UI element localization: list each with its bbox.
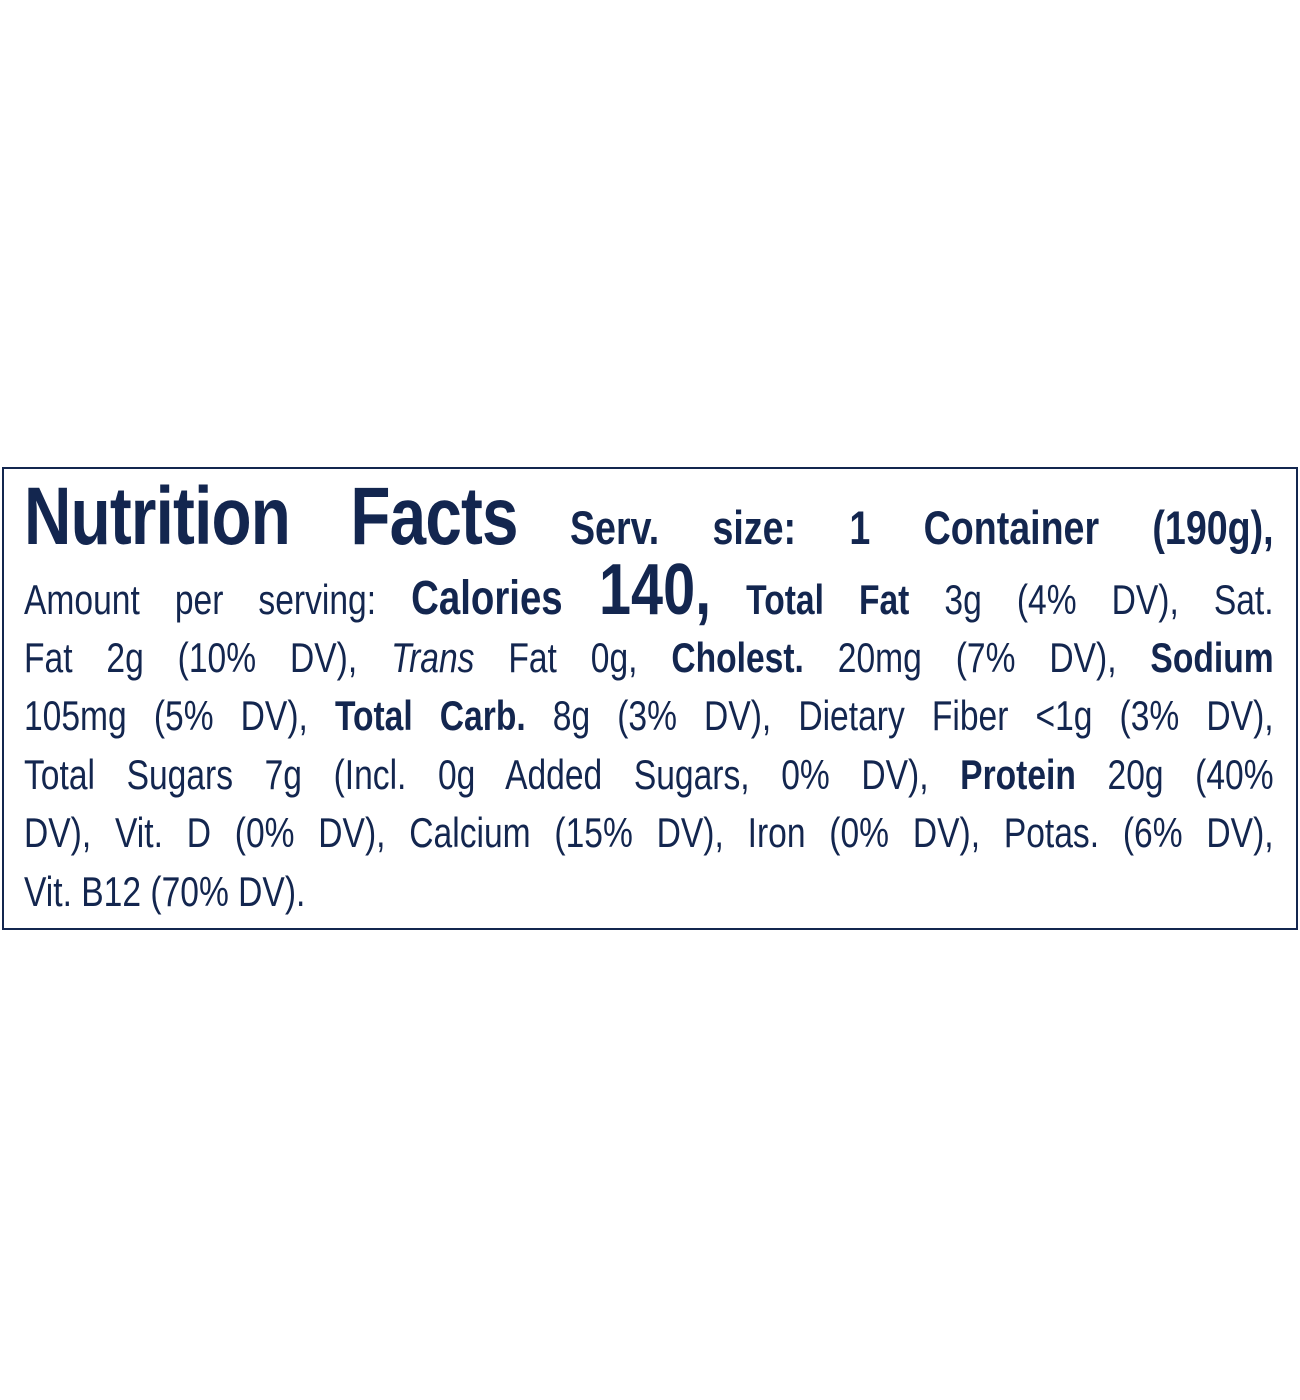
trans-label: Trans <box>391 634 475 681</box>
cholesterol-value: 20mg (7% DV), <box>803 634 1151 681</box>
nutrition-facts-title: Nutrition Facts <box>24 471 519 562</box>
cholesterol-label: Cholest. <box>671 634 804 681</box>
vitamins-minerals-line: DV), Vit. D (0% DV), Calcium (15% DV), I… <box>24 804 1274 862</box>
carb-fiber-value: 8g (3% DV), Dietary Fiber <1g (3% DV), <box>525 692 1274 739</box>
b12-line: Vit. B12 (70% DV). <box>24 863 1274 921</box>
sodium-label: Sodium <box>1150 634 1274 681</box>
protein-label: Protein <box>960 751 1076 798</box>
serving-size: Serv. size: 1 Container (190g), <box>569 501 1274 554</box>
vitamins-minerals-value: DV), Vit. D (0% DV), Calcium (15% DV), I… <box>24 809 1274 856</box>
calories-value: 140, <box>599 550 712 630</box>
sodium-carb-line: 105mg (5% DV), Total Carb. 8g (3% DV), D… <box>24 687 1274 745</box>
amount-per-serving-label: Amount per serving: <box>24 576 412 623</box>
trans-fat-value: Fat 0g, <box>474 634 672 681</box>
nutrition-header-line: Nutrition Facts Serv. size: 1 Container … <box>24 476 1274 558</box>
sat-fat-value: Fat 2g (10% DV), <box>24 634 392 681</box>
vitamin-b12-value: Vit. B12 (70% DV). <box>24 868 306 915</box>
calories-line: Amount per serving: Calories 140, Total … <box>24 554 1274 628</box>
sodium-value: 105mg (5% DV), <box>24 692 335 739</box>
calories-label: Calories <box>411 572 600 625</box>
sugars-protein-line: Total Sugars 7g (Incl. 0g Added Sugars, … <box>24 746 1274 804</box>
total-fat-value: 3g (4% DV), Sat. <box>909 576 1274 623</box>
sugars-value: Total Sugars 7g (Incl. 0g Added Sugars, … <box>24 751 961 798</box>
total-carb-label: Total Carb. <box>334 692 526 739</box>
nutrition-facts-panel: Nutrition Facts Serv. size: 1 Container … <box>2 467 1298 930</box>
total-fat-label: Total Fat <box>711 576 910 623</box>
protein-value: 20g (40% <box>1075 751 1274 798</box>
fat-cholesterol-line: Fat 2g (10% DV), Trans Fat 0g, Cholest. … <box>24 629 1274 687</box>
